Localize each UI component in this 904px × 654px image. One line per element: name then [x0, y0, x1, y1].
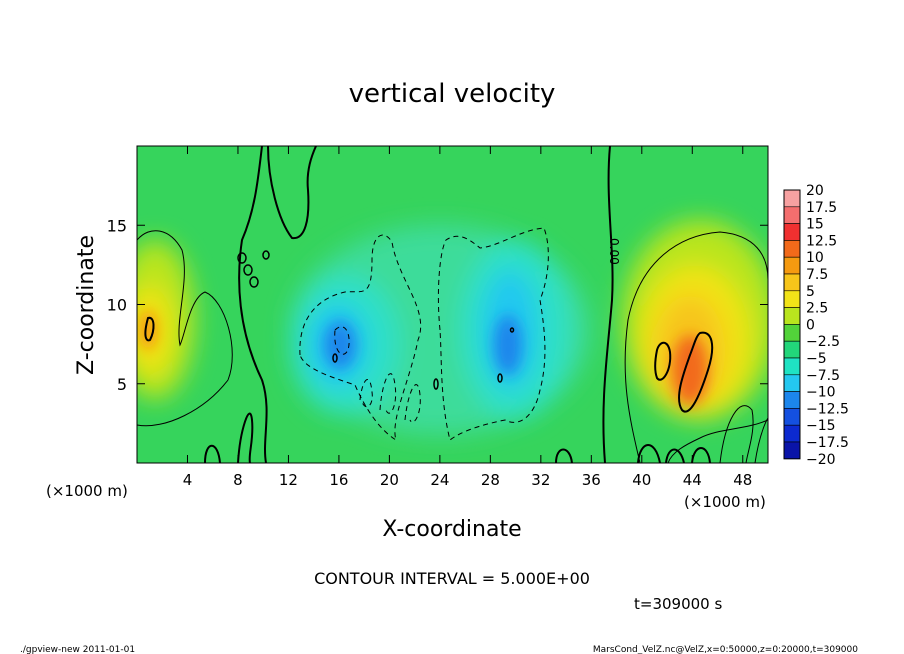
colorbar-label: 15: [806, 217, 824, 233]
blob-b: [243, 264, 253, 276]
blob-e: [433, 378, 439, 390]
x-tick-label: 20: [380, 471, 399, 489]
colorbar-label: 12.5: [806, 233, 837, 249]
colorbar-segment: [783, 189, 801, 208]
colorbar-label: 20: [806, 183, 824, 199]
blob-g: [497, 373, 503, 383]
colorbar-label: 10: [806, 250, 824, 266]
x-tick-label: 32: [531, 471, 550, 489]
y-tick-label: 15: [107, 216, 127, 235]
x-tick-label: 48: [733, 471, 752, 489]
x-tick-label: 8: [233, 471, 243, 489]
zero-contour-right-core: [678, 331, 714, 413]
x-tick-label: 28: [481, 471, 500, 489]
x-tick-label: 44: [683, 471, 702, 489]
footer-left: ./gpview-new 2011-01-01: [20, 645, 135, 654]
zero-contour-bottom-e: [691, 447, 711, 463]
colorbar-label: 17.5: [806, 200, 837, 216]
zero-contour-plume: [267, 146, 317, 240]
blob-c: [249, 276, 259, 288]
colorbar-segment: [783, 290, 801, 308]
colorbar-segment: [783, 240, 801, 258]
colorbar-label: −5: [806, 351, 827, 367]
colorbar-segment: [783, 340, 801, 359]
colorbar-segment: [783, 324, 801, 342]
y-tick-label: 5: [117, 375, 127, 394]
contour-neg-right: [437, 227, 549, 441]
colorbar-segment: [783, 273, 801, 292]
contour-neg-wavy-b: [404, 384, 421, 423]
x-tick-label: 40: [632, 471, 651, 489]
zero-contour-lower: [237, 412, 254, 463]
x-tick-label: 4: [183, 471, 193, 489]
contour-neg-wavy-c: [359, 379, 373, 408]
colorbar-label: −2.5: [806, 334, 840, 350]
zero-contour-bottom-a: [204, 444, 221, 463]
positive-contours: [137, 230, 768, 463]
colorbar-segment: [783, 223, 801, 241]
contour-zero-label: 0.00: [607, 238, 621, 265]
updraft-core-left: [139, 310, 157, 350]
zero-contour-bottom-b: [555, 448, 573, 463]
blob-h: [509, 327, 515, 333]
colorbar-label: −10: [806, 385, 836, 401]
colorbar-label: −12.5: [806, 401, 849, 417]
zero-contour-right: [602, 146, 614, 463]
footer-right: MarsCond_VelZ.nc@VelZ,x=0:50000,z=0:2000…: [593, 645, 858, 654]
colorbar-label: 2.5: [806, 301, 828, 317]
colorbar-label: −15: [806, 418, 836, 434]
blob-a: [237, 252, 247, 264]
chart-title: vertical velocity: [349, 79, 556, 109]
colorbar-label: −17.5: [806, 435, 849, 451]
downdraft-core-left: [324, 321, 356, 369]
x-tick-label: 24: [430, 471, 449, 489]
zero-contour-bottom-d: [665, 448, 685, 463]
zero-contour-left-core: [144, 316, 155, 342]
colorbar-label: 7.5: [806, 267, 828, 283]
x-axis-ticks: 4 8 12 16 20 24 28 32 36 40 44 48: [183, 146, 752, 489]
colorbar-label: 0: [806, 317, 815, 333]
zero-contour-right-inner: [654, 341, 672, 381]
contour-right-outer: [624, 231, 768, 463]
colorbar-label: 5: [806, 284, 815, 300]
colorbar-label: −20: [806, 452, 836, 468]
colorbar-segment: [783, 408, 801, 426]
time-label: t=309000 s: [634, 595, 722, 613]
x-tick-label: 12: [279, 471, 298, 489]
negative-contours: [299, 227, 549, 442]
colorbar-segment: [783, 256, 801, 275]
colorbar: 2017.51512.5107.552.50−2.5−5−7.5−10−12.5…: [783, 183, 849, 468]
contour-neg-wavy-a: [379, 373, 397, 414]
zero-contour-left: [238, 146, 268, 463]
contour-left-outer: [137, 230, 233, 427]
x-unit-right: (×1000 m): [684, 493, 766, 511]
x-tick-label: 16: [329, 471, 348, 489]
field-plot: 0.00: [137, 146, 768, 463]
colorbar-segment: [783, 357, 801, 376]
colorbar-segment: [783, 391, 801, 409]
blob-d: [262, 250, 270, 260]
x-tick-label: 36: [582, 471, 601, 489]
contour-right-lobes: [719, 405, 754, 463]
colorbar-segment: [783, 424, 801, 443]
colorbar-segment: [783, 307, 801, 325]
blob-f: [332, 353, 338, 363]
colorbar-label: −7.5: [806, 368, 840, 384]
downdraft-core-right: [494, 315, 522, 375]
contour-interval-label: CONTOUR INTERVAL = 5.000E+00: [314, 569, 590, 588]
y-axis-ticks: 5 10 15: [107, 216, 768, 394]
y-tick-label: 10: [107, 296, 127, 315]
colorbar-frame: [783, 189, 801, 460]
colorbar-segment: [783, 441, 801, 460]
y-axis-label: Z-coordinate: [74, 235, 99, 375]
x-unit-left: (×1000 m): [46, 482, 128, 500]
updraft-core-right: [672, 335, 708, 405]
small-contour-blobs: [237, 250, 515, 390]
x-axis-label: X-coordinate: [382, 517, 521, 542]
colorbar-segment: [783, 374, 801, 392]
colorbar-segment: [783, 206, 801, 224]
